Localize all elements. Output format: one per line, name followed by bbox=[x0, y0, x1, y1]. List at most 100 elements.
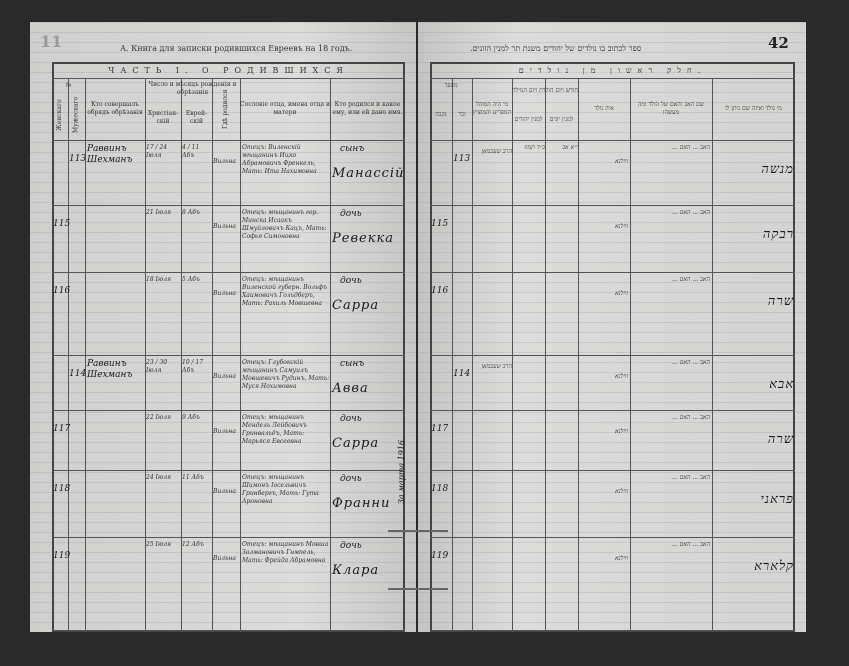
father-details: Отецъ: Виленскій мѣщанинъ Ицко Абрамович… bbox=[242, 144, 317, 175]
row-divider bbox=[430, 140, 795, 141]
birth-place: ווילנא bbox=[614, 223, 628, 230]
col-date-group: חודש ויום הולדת ויום המילה bbox=[512, 87, 578, 94]
mohel: הרב שעכמאן bbox=[481, 363, 512, 370]
binding-stitch bbox=[388, 588, 448, 590]
female-number: 119 bbox=[431, 551, 449, 561]
child-name: אבא bbox=[769, 377, 794, 392]
birth-place: ווילנא bbox=[614, 555, 628, 562]
female-number: 117 bbox=[53, 424, 71, 434]
child-sex: дочь bbox=[340, 414, 362, 424]
father-details: Отецъ: мѣщанинъ Мовша Залмановичъ Гимпел… bbox=[242, 541, 329, 564]
part-title: ЧАСТЬ I. О РОДИВШИХСЯ bbox=[108, 66, 349, 75]
col-number: מספר bbox=[444, 82, 458, 89]
christian-date: 24 Іюля bbox=[146, 474, 171, 481]
child-name: קלארא bbox=[753, 559, 794, 574]
col-jewish: Еврей-скій bbox=[185, 110, 208, 125]
col-place: איה נולד bbox=[594, 105, 614, 112]
column-divider bbox=[85, 78, 86, 632]
birth-place: ווילנא bbox=[614, 488, 628, 495]
female-number: 118 bbox=[53, 484, 71, 494]
part-title: חלק ראשון מן נולדים. bbox=[518, 66, 707, 75]
birth-place: Вильна bbox=[213, 373, 236, 380]
child-name: מנשה bbox=[761, 162, 794, 177]
father-details: Отецъ: мѣщанинъ Шимонъ Іосельвичъ Гринбе… bbox=[242, 474, 319, 505]
child-name: Ревекка bbox=[332, 231, 394, 246]
birth-place: Вильна bbox=[213, 428, 236, 435]
column-divider bbox=[452, 78, 453, 632]
female-number: 116 bbox=[53, 286, 71, 296]
column-divider bbox=[630, 78, 631, 632]
col-child: Кто родился и какое ему, или ей дано имя… bbox=[332, 101, 403, 116]
female-number: 118 bbox=[431, 484, 449, 494]
christian-date: י״א אב bbox=[562, 144, 578, 151]
column-divider bbox=[145, 78, 146, 632]
col-male: זכר bbox=[458, 111, 466, 118]
row-divider bbox=[430, 272, 795, 273]
child-sex: сынъ bbox=[340, 359, 365, 369]
child-name: שרה bbox=[767, 294, 794, 309]
parents-details: האב ... האם ... bbox=[671, 414, 710, 421]
column-divider bbox=[472, 78, 473, 632]
child-name: רבקה bbox=[762, 227, 794, 242]
col-jewish: למנין יהודים bbox=[514, 116, 543, 123]
birth-place: Вильна bbox=[213, 290, 236, 297]
birth-place: Вильна bbox=[213, 223, 236, 230]
divider bbox=[430, 78, 795, 79]
mohel: הרב שעכמאן bbox=[481, 148, 512, 155]
female-number: 119 bbox=[53, 551, 71, 561]
col-christian: למנין יונים bbox=[549, 116, 574, 123]
col-place: Гдѣ родился bbox=[222, 89, 229, 129]
child-sex: дочь bbox=[340, 541, 362, 551]
father-details: Отецъ: мѣщанинъ Виленской губерн. Вольфъ… bbox=[242, 276, 328, 307]
male-number: 113 bbox=[453, 154, 471, 164]
right-page-heading: ספר לכתוב בו נולדים של יהודים משנת תר למ… bbox=[470, 44, 642, 53]
father-details: Отецъ: мѣщанинъ гор. Минска Исаакъ Шмуйл… bbox=[242, 209, 327, 240]
child-name: Сарра bbox=[332, 298, 380, 313]
right-page bbox=[418, 22, 806, 632]
birth-place: ווילנא bbox=[614, 373, 628, 380]
child-sex: дочь bbox=[340, 276, 362, 286]
jewish-date: 9 Абъ bbox=[182, 414, 200, 421]
child-sex: сынъ bbox=[340, 144, 365, 154]
row-divider bbox=[52, 537, 405, 538]
row-divider bbox=[52, 205, 405, 206]
col-male: Мужескаго bbox=[72, 96, 80, 134]
table-border bbox=[430, 62, 795, 632]
parents-details: האב ... האם ... bbox=[671, 359, 710, 366]
jewish-date: 12 Абъ bbox=[182, 541, 204, 548]
performer: Раввинъ Шехманъ bbox=[87, 359, 133, 380]
column-divider bbox=[68, 78, 69, 632]
child-sex: дочь bbox=[340, 474, 362, 484]
row-divider bbox=[430, 537, 795, 538]
christian-date: 18 Іюля bbox=[146, 276, 171, 283]
female-number: 117 bbox=[431, 424, 449, 434]
child-name: Клара bbox=[332, 563, 380, 578]
birth-place: ווילנא bbox=[614, 290, 628, 297]
column-divider bbox=[545, 78, 546, 632]
christian-date: 25 Іюля bbox=[146, 541, 171, 548]
birth-place: Вильна bbox=[213, 158, 236, 165]
left-page bbox=[30, 22, 416, 632]
col-female: Женскаго bbox=[56, 99, 63, 131]
row-divider bbox=[52, 272, 405, 273]
birth-place: Вильна bbox=[213, 488, 236, 495]
row-divider bbox=[430, 355, 795, 356]
christian-date: 21 Іюля bbox=[146, 209, 171, 216]
corner-mark: 11 bbox=[40, 32, 63, 51]
parents-details: האב ... האם ... bbox=[671, 474, 710, 481]
female-number: 115 bbox=[431, 219, 449, 229]
page-number: 42 bbox=[768, 34, 789, 52]
row-divider bbox=[430, 630, 795, 631]
parents-details: האב ... האם ... bbox=[671, 209, 710, 216]
row-divider bbox=[430, 410, 795, 411]
column-divider bbox=[330, 78, 331, 632]
column-divider bbox=[181, 78, 182, 632]
birth-place: ווילנא bbox=[614, 158, 628, 165]
divider bbox=[52, 78, 405, 79]
parents-details: האב ... האם ... bbox=[671, 276, 710, 283]
jewish-date: 10 / 17 Абъ bbox=[182, 359, 204, 374]
jewish-date: 4 / 11 Абъ bbox=[182, 144, 200, 159]
jewish-date: 11 Абъ bbox=[182, 474, 204, 481]
binding-stitch bbox=[388, 530, 448, 532]
jewish-date: 5 Абъ bbox=[182, 276, 200, 283]
